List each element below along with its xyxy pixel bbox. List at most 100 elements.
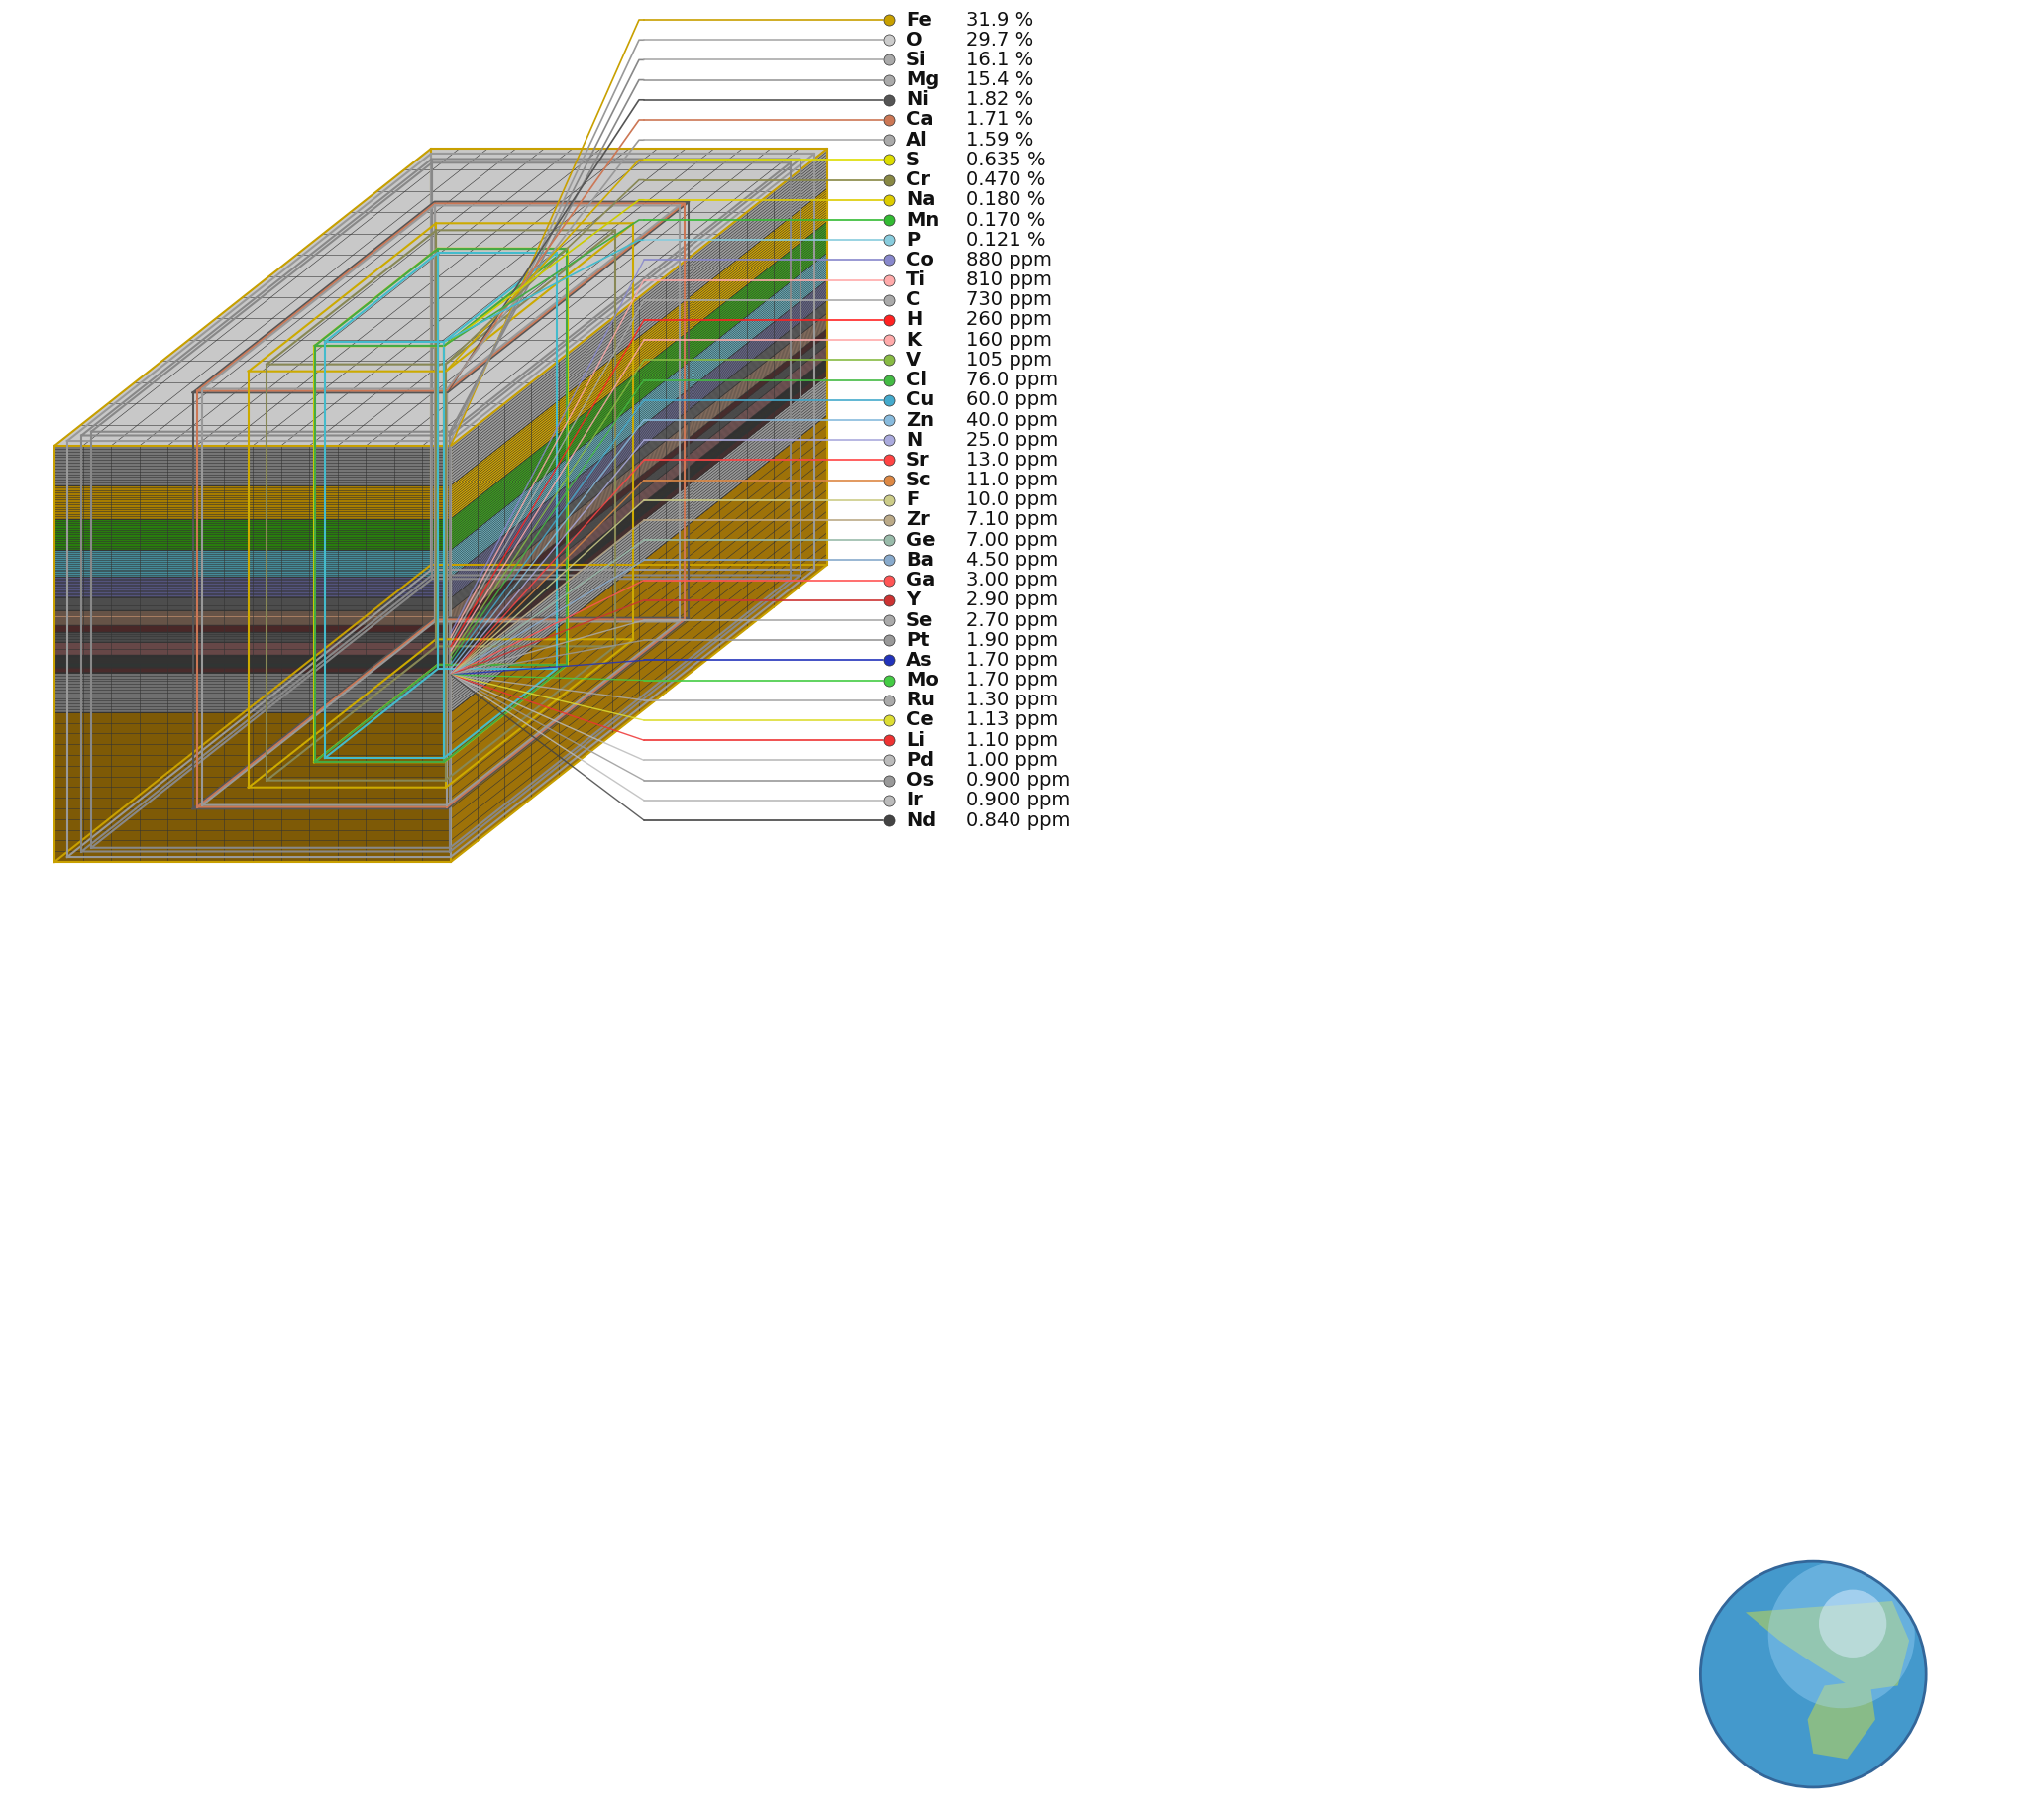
Text: Pt: Pt: [906, 632, 930, 650]
Text: Sr: Sr: [906, 451, 930, 470]
Text: 4.50 ppm: 4.50 ppm: [966, 551, 1058, 570]
Polygon shape: [55, 366, 827, 662]
Polygon shape: [450, 369, 827, 673]
Polygon shape: [55, 149, 827, 446]
Polygon shape: [55, 626, 450, 632]
Text: 1.59 %: 1.59 %: [966, 131, 1033, 149]
Polygon shape: [55, 642, 450, 655]
Text: 260 ppm: 260 ppm: [966, 311, 1051, 329]
Text: 880 ppm: 880 ppm: [966, 251, 1051, 269]
Polygon shape: [55, 300, 827, 597]
Text: Pd: Pd: [906, 752, 934, 770]
Text: Ni: Ni: [906, 91, 930, 109]
Text: As: As: [906, 652, 932, 670]
Text: H: H: [906, 311, 922, 329]
Text: Ge: Ge: [906, 531, 936, 550]
Text: 730 ppm: 730 ppm: [966, 291, 1051, 309]
Polygon shape: [55, 357, 827, 655]
Polygon shape: [450, 375, 827, 712]
Polygon shape: [55, 661, 450, 662]
Text: 11.0 ppm: 11.0 ppm: [966, 471, 1058, 490]
Text: 7.00 ppm: 7.00 ppm: [966, 531, 1058, 550]
Polygon shape: [55, 519, 450, 550]
Text: 25.0 ppm: 25.0 ppm: [966, 431, 1058, 450]
Polygon shape: [55, 666, 450, 673]
Text: C: C: [906, 291, 920, 309]
Text: 0.121 %: 0.121 %: [966, 231, 1045, 249]
Text: Ti: Ti: [906, 271, 926, 289]
Polygon shape: [55, 662, 450, 666]
Polygon shape: [55, 187, 827, 486]
Text: Al: Al: [906, 131, 928, 149]
Polygon shape: [55, 486, 450, 519]
Text: Y: Y: [906, 592, 920, 610]
Text: 1.71 %: 1.71 %: [966, 111, 1033, 129]
Text: 13.0 ppm: 13.0 ppm: [966, 451, 1058, 470]
Text: Ce: Ce: [906, 712, 934, 730]
Text: 0.470 %: 0.470 %: [966, 171, 1045, 189]
Text: 0.900 ppm: 0.900 ppm: [966, 792, 1070, 810]
Circle shape: [1700, 1562, 1927, 1787]
Text: Se: Se: [906, 612, 934, 630]
Text: 60.0 ppm: 60.0 ppm: [966, 391, 1058, 410]
Polygon shape: [450, 253, 827, 577]
Polygon shape: [55, 328, 827, 626]
Text: 0.180 %: 0.180 %: [966, 191, 1045, 209]
Text: 0.170 %: 0.170 %: [966, 211, 1045, 229]
Text: Cu: Cu: [906, 391, 934, 410]
Text: P: P: [906, 231, 920, 249]
Text: Cl: Cl: [906, 371, 928, 389]
Text: 40.0 ppm: 40.0 ppm: [966, 411, 1058, 430]
Polygon shape: [55, 446, 450, 486]
Polygon shape: [450, 300, 827, 610]
Text: 10.0 ppm: 10.0 ppm: [966, 491, 1058, 510]
Polygon shape: [450, 364, 827, 662]
Text: N: N: [906, 431, 922, 450]
Text: Mn: Mn: [906, 211, 940, 229]
Text: Mg: Mg: [906, 71, 940, 89]
Text: Os: Os: [906, 772, 934, 790]
Text: 0.840 ppm: 0.840 ppm: [966, 812, 1070, 830]
Text: 76.0 ppm: 76.0 ppm: [966, 371, 1058, 389]
Polygon shape: [1807, 1680, 1876, 1758]
Polygon shape: [450, 357, 827, 659]
Text: 31.9 %: 31.9 %: [966, 11, 1033, 29]
Polygon shape: [1746, 1602, 1908, 1691]
Text: 1.90 ppm: 1.90 ppm: [966, 632, 1058, 650]
Text: Sc: Sc: [906, 471, 932, 490]
Polygon shape: [450, 222, 827, 550]
Text: Ru: Ru: [906, 692, 936, 710]
Polygon shape: [450, 335, 827, 642]
Polygon shape: [450, 366, 827, 666]
Text: Ir: Ir: [906, 792, 924, 810]
Text: F: F: [906, 491, 920, 510]
Text: 15.4 %: 15.4 %: [966, 71, 1033, 89]
Text: Cr: Cr: [906, 171, 930, 189]
Polygon shape: [55, 364, 827, 661]
Text: 0.635 %: 0.635 %: [966, 151, 1045, 169]
Text: 105 ppm: 105 ppm: [966, 351, 1051, 369]
Text: 0.900 ppm: 0.900 ppm: [966, 772, 1070, 790]
Polygon shape: [55, 415, 827, 712]
Text: O: O: [906, 31, 924, 49]
Polygon shape: [55, 712, 450, 863]
Polygon shape: [450, 280, 827, 597]
Text: Li: Li: [906, 732, 926, 750]
Text: 1.10 ppm: 1.10 ppm: [966, 732, 1058, 750]
Polygon shape: [55, 222, 827, 519]
Polygon shape: [55, 550, 450, 577]
Text: V: V: [906, 351, 922, 369]
Text: Mo: Mo: [906, 672, 940, 690]
Text: 7.10 ppm: 7.10 ppm: [966, 511, 1058, 530]
Polygon shape: [55, 655, 450, 659]
Text: Si: Si: [906, 51, 928, 69]
Text: 1.30 ppm: 1.30 ppm: [966, 692, 1058, 710]
Text: 1.82 %: 1.82 %: [966, 91, 1033, 109]
Text: 1.70 ppm: 1.70 ppm: [966, 672, 1058, 690]
Text: S: S: [906, 151, 920, 169]
Polygon shape: [55, 335, 827, 632]
Circle shape: [1769, 1562, 1915, 1709]
Text: Zn: Zn: [906, 411, 934, 430]
Polygon shape: [450, 149, 827, 486]
Text: 3.00 ppm: 3.00 ppm: [966, 571, 1058, 590]
